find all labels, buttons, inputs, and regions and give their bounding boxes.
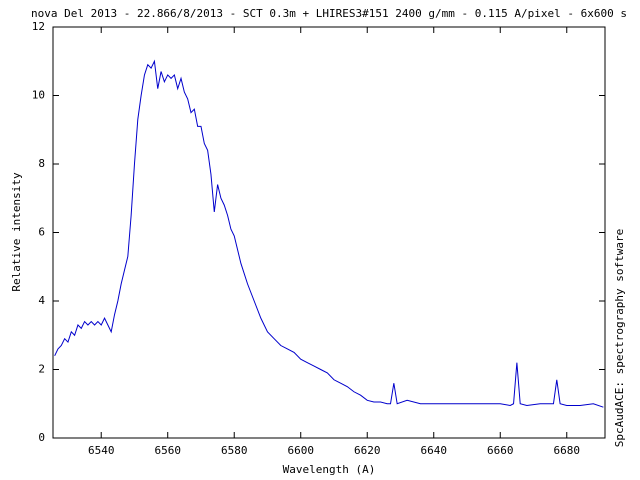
y-tick-label: 12 (32, 20, 45, 33)
y-tick-label: 0 (38, 431, 45, 444)
y-tick-label: 10 (32, 89, 45, 102)
x-tick-label: 6580 (221, 444, 248, 457)
x-tick-label: 6660 (487, 444, 514, 457)
x-tick-label: 6640 (420, 444, 447, 457)
x-tick-label: 6540 (88, 444, 115, 457)
y-tick-label: 8 (38, 157, 45, 170)
spectrum-line (54, 59, 604, 408)
y-tick-label: 4 (38, 294, 45, 307)
chart-title: nova Del 2013 - 22.866/8/2013 - SCT 0.3m… (31, 7, 627, 20)
y-tick-label: 6 (38, 226, 45, 239)
x-axis-label: Wavelength (A) (283, 463, 376, 476)
x-tick-label: 6680 (554, 444, 581, 457)
x-tick-label: 6620 (354, 444, 381, 457)
y-tick-label: 2 (38, 363, 45, 376)
software-label: SpcAudACE: spectrography software (613, 229, 626, 448)
x-tick-label: 6560 (154, 444, 181, 457)
plot-frame (52, 26, 606, 439)
y-axis-label: Relative intensity (10, 172, 23, 292)
x-tick-label: 6600 (287, 444, 314, 457)
